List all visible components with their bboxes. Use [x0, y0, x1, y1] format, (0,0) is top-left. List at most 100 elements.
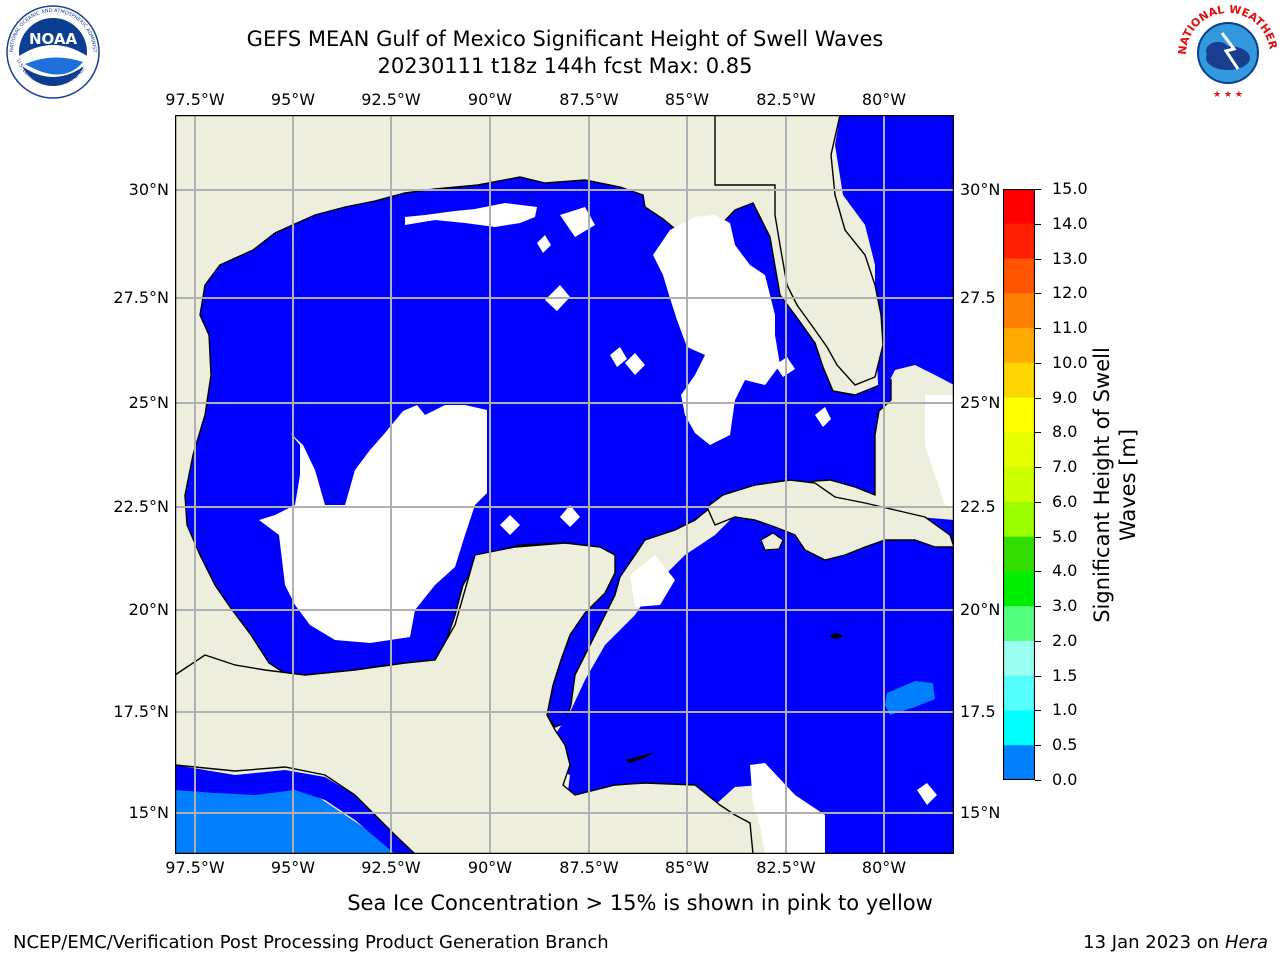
nodata-patch-small-5: [500, 515, 520, 535]
nodata-patch-small-1: [625, 353, 645, 375]
colorbar-tick-mark: [1035, 432, 1041, 434]
colorbar-tick-label: 0.0: [1052, 770, 1078, 789]
svg-text:★ ★ ★: ★ ★ ★: [1213, 90, 1243, 100]
colorbar-segment: [1003, 467, 1035, 503]
lon-label-top: 97.5°W: [165, 90, 225, 109]
colorbar-segment: [1003, 745, 1035, 780]
sea-ice-note: Sea Ice Concentration > 15% is shown in …: [347, 891, 933, 915]
colorbar-segment: [1003, 675, 1035, 712]
lat-label-right: 27.5: [960, 288, 996, 307]
lon-label-bottom: 85°W: [664, 858, 710, 877]
lat-label-left: 25°N: [128, 393, 169, 412]
pacific-swell-low: [175, 765, 415, 854]
colorbar-tick-mark: [1035, 362, 1041, 364]
atlantic-swell-field: [835, 115, 954, 405]
colorbar-tick-mark: [1035, 606, 1041, 608]
colorbar-tick-mark: [1035, 675, 1041, 677]
jamaica-land: [829, 633, 843, 639]
colorbar-tick-label: 3.0: [1052, 596, 1078, 616]
colorbar-tick-label: 1.5: [1052, 665, 1078, 685]
pacific-swell-mid: [175, 780, 395, 854]
colorbar-tick-mark: [1035, 293, 1041, 295]
nodata-patch-small-7: [630, 555, 675, 607]
footer-date: 13 Jan 2023 on Hera: [1083, 932, 1268, 953]
colorbar-segment: [1003, 571, 1035, 607]
colorbar-segment: [1003, 189, 1035, 225]
colorbar-tick-label: 0.5: [1052, 735, 1078, 755]
nodata-patch-small-10: [815, 407, 831, 427]
lon-label-bottom: 87.5°W: [559, 858, 619, 877]
nodata-patch-west: [259, 405, 487, 643]
colorbar-tick-mark: [1035, 501, 1041, 503]
colorbar-segment: [1003, 501, 1035, 538]
cuba-land: [706, 479, 954, 561]
lat-label-left: 17.5°N: [113, 702, 169, 721]
colorbar-segment: [1003, 432, 1035, 468]
florida-land: [714, 115, 884, 386]
nodata-patch-small-6: [560, 505, 580, 527]
lat-label-right: 22.5: [960, 497, 996, 516]
lon-label-bottom: 97.5°W: [165, 858, 225, 877]
colorbar-tick-label: 13.0: [1052, 248, 1088, 268]
colorbar-tick-label: 5.0: [1052, 526, 1078, 546]
colorbar-tick-mark: [1035, 710, 1041, 712]
colorbar-segment: [1003, 328, 1035, 364]
lon-label-bottom: 95°W: [270, 858, 316, 877]
colorbar-label: Significant Height of Swell Waves [m]: [1090, 347, 1140, 623]
swan-islands: [625, 752, 653, 763]
nodata-patch-caribbean: [750, 763, 825, 854]
colorbar-tick-mark: [1035, 328, 1041, 330]
lat-label-left: 27.5°N: [113, 288, 169, 307]
colorbar-tick-mark: [1035, 745, 1041, 747]
colorbar-tick-mark: [1035, 223, 1041, 225]
noaa-wordmark: NOAA: [29, 30, 78, 48]
caribbean-swell-field: [550, 495, 954, 854]
lon-label-bottom: 80°W: [861, 858, 907, 877]
colorbar-segment: [1003, 397, 1035, 433]
nodata-patch-small-2: [610, 347, 627, 367]
colorbar-segment: [1003, 710, 1035, 746]
colorbar-tick-label: 1.0: [1052, 700, 1078, 720]
lon-label-bottom: 92.5°W: [361, 858, 421, 877]
graticule: [175, 115, 954, 854]
nws-logo: NATIONAL WEATHER SERVICE ★ ★ ★: [1178, 3, 1278, 101]
chart-title: GEFS MEAN Gulf of Mexico Significant Hei…: [246, 27, 884, 51]
colorbar-tick-mark: [1035, 571, 1041, 573]
caribbean-swell-mid-patch: [885, 681, 935, 715]
nodata-patch-north: [405, 203, 537, 227]
colorbar-segment: [1003, 223, 1035, 260]
colorbar-tick-label: 9.0: [1052, 387, 1078, 407]
isle-of-youth: [760, 532, 784, 551]
colorbar-segment: [1003, 606, 1035, 642]
colorbar-tick-label: 11.0: [1052, 318, 1088, 338]
colorbar-tick-mark: [1035, 397, 1041, 399]
lat-label-right: 25°N: [960, 393, 1001, 412]
colorbar-tick-mark: [1035, 189, 1041, 190]
nodata-patch-small-11: [917, 783, 937, 805]
colorbar-tick-label: 14.0: [1052, 213, 1088, 233]
colorbar-segment: [1003, 293, 1035, 329]
colorbar-segment: [1003, 362, 1035, 399]
map-frame: [175, 115, 954, 854]
colorbar-tick-label: 7.0: [1052, 457, 1078, 477]
colorbar-tick-label: 6.0: [1052, 491, 1078, 511]
colorbar-tick-mark: [1035, 640, 1041, 642]
lon-label-top: 87.5°W: [559, 90, 619, 109]
lat-label-right: 15°N: [960, 803, 1001, 822]
lat-label-right: 20°N: [960, 600, 1001, 619]
colorbar-tick-label: 8.0: [1052, 422, 1078, 442]
colorbar-tick-label: 2.0: [1052, 630, 1078, 650]
colorbar-segment: [1003, 640, 1035, 677]
colorbar-tick-mark: [1035, 536, 1041, 538]
chart-subtitle: 20230111 t18z 144h fcst Max: 0.85: [377, 54, 753, 78]
lat-label-left: 22.5°N: [113, 497, 169, 516]
lon-label-bottom: 82.5°W: [756, 858, 816, 877]
nodata-patch-east: [653, 215, 780, 445]
lon-label-top: 92.5°W: [361, 90, 421, 109]
colorbar-segment: [1003, 536, 1035, 573]
nodata-patch-small-8: [537, 235, 551, 253]
lon-label-bottom: 90°W: [467, 858, 513, 877]
lat-label-left: 30°N: [128, 180, 169, 199]
map-panel: [175, 115, 954, 854]
noaa-logo: NOAA NATIONAL OCEANIC AND ATMOSPHERIC AD…: [3, 4, 100, 99]
